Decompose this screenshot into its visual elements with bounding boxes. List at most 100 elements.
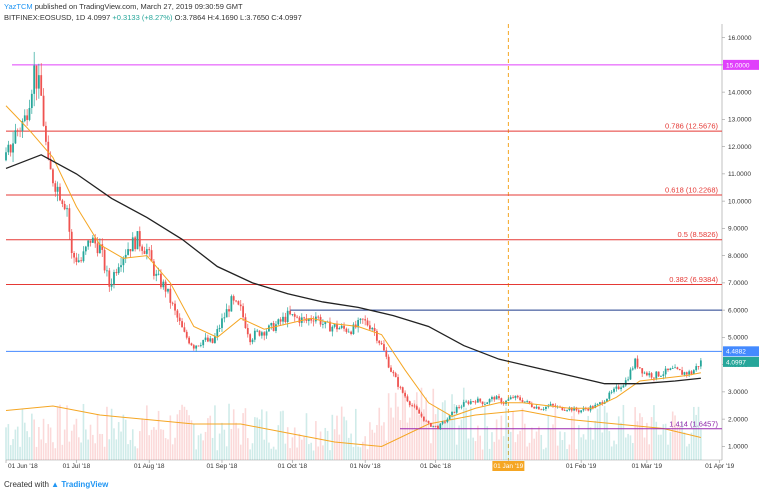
candle-body [37,75,40,89]
candle-body [514,395,517,398]
volume-bar [228,403,230,460]
volume-bar [587,415,589,460]
candle-body [453,411,456,413]
volume-bar [129,439,132,460]
candle-body [286,310,289,323]
volume-bar [265,411,268,460]
volume-bar [592,439,594,460]
volume-bar [312,450,315,460]
volume-bar [42,418,45,460]
volume-bar [308,444,310,460]
volume-bar [458,425,460,460]
volume-bar [31,413,33,460]
volume-bar [383,422,385,460]
tradingview-brand[interactable]: TradingView [61,480,109,489]
candle-body [561,407,564,411]
candle-body [110,283,113,287]
volume-bar [150,429,153,460]
candle-body [49,158,52,170]
volume-bar [26,431,28,460]
volume-bar [416,392,418,460]
volume-bar [460,419,463,460]
volume-bar [573,410,575,460]
volume-bar [289,448,291,460]
candle-body [671,368,674,369]
volume-bar [261,409,263,460]
ohlc-values: O:3.7864 H:4.1690 L:3.7650 C:4.0997 [174,13,302,22]
volume-bar [357,446,359,460]
candle-body [387,356,390,368]
candle-body [674,367,676,369]
candle-body [143,250,146,254]
volume-bar [538,426,540,460]
candle-body [279,319,282,322]
candle-body [495,396,498,400]
candle-body [683,372,686,375]
candle-body [437,425,439,429]
candle-body [265,331,268,336]
candle-body [195,345,198,349]
volume-bar [484,405,486,460]
candle-body [12,143,14,153]
candle-body [371,328,374,330]
candle-body [117,267,120,274]
volume-bar [427,421,430,460]
y-tick-label: 5.0000 [728,335,748,342]
candle-body [533,407,536,409]
candle-body [648,373,651,376]
volume-bar [495,419,498,460]
volume-bar [514,442,517,460]
candle-body [148,249,151,251]
candle-body [563,410,566,411]
candle-body [486,402,489,405]
candle-body [636,358,639,368]
volume-bar [106,406,108,460]
volume-bar [207,418,209,460]
candle-body [641,368,644,374]
volume-bar [505,407,507,460]
volume-bar [211,437,214,460]
candle-body [622,385,625,388]
candle-body [218,327,221,330]
candle-body [99,244,101,254]
volume-bar [5,427,7,460]
candle-body [338,327,341,330]
volume-bar [695,414,697,460]
volume-bar [197,435,200,460]
volume-bar [455,444,458,460]
candle-body [376,331,378,341]
candle-body [500,398,503,404]
candle-body [441,421,444,424]
candle-body [444,421,446,423]
candle-body [502,403,505,405]
fib-level-label: 0.786 (12.5676) [665,122,718,131]
fib-level-label: 1.414 (1.6457) [669,419,718,428]
volume-bar [63,429,66,460]
author-name[interactable]: YazTCM [4,2,33,11]
candle-body [415,406,418,410]
candle-body [458,406,460,408]
candle-body [462,402,465,407]
candle-body [14,130,17,144]
candle-body [526,401,529,402]
candle-body [361,318,364,320]
volume-bar [92,434,94,460]
candle-body [232,296,235,301]
volume-bar [669,432,672,460]
volume-bar [690,432,693,460]
volume-bar [317,446,320,460]
volume-bar [568,444,571,460]
volume-bar [477,425,479,460]
volume-bar [136,448,139,460]
candle-body [383,344,385,351]
candle-body [150,250,153,262]
volume-bar [16,426,19,460]
volume-bar [190,420,193,460]
candle-body [596,404,599,405]
volume-bar [94,443,97,460]
volume-bar [578,425,580,460]
volume-bar [516,434,519,460]
candle-body [129,249,132,252]
candle-body [127,249,129,255]
